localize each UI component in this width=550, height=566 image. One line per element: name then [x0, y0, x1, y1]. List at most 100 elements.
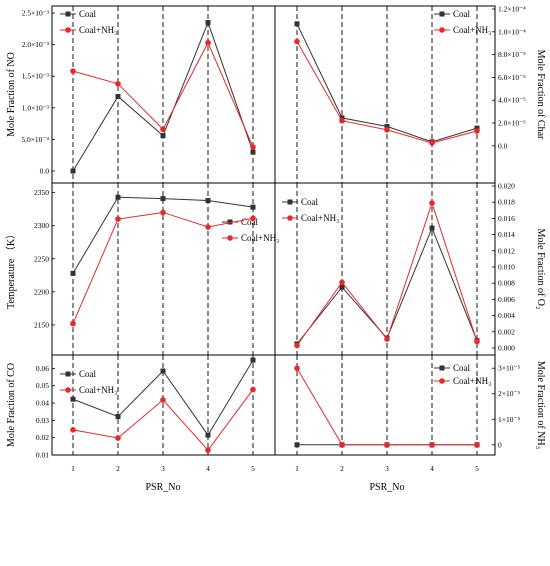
y-tick-label: 2.5×10⁻³ — [22, 9, 50, 18]
legend-marker — [439, 365, 445, 371]
data-point-coal-nh3 — [115, 216, 121, 222]
y-tick-label: 0.006 — [498, 295, 515, 304]
y-axis-label: Mole Fraction of Char — [535, 50, 546, 140]
y-tick-label: 2200 — [34, 287, 49, 296]
y-tick-label: 0.03 — [36, 416, 49, 425]
legend-entry-coal-nh3: Coal+NH₃ — [222, 233, 279, 243]
y-tick-label: 3×10⁻⁵ — [498, 364, 520, 373]
data-point-coal-nh3 — [384, 336, 390, 342]
legend-label: Coal — [79, 369, 96, 379]
panel-3: 2350 2300 2250 2200 2150 Temperature （K） Coal C… — [5, 188, 279, 329]
data-point-coal-nh3 — [115, 435, 121, 441]
data-point-coal-nh3 — [294, 38, 300, 45]
data-point-coal-nh3 — [70, 320, 76, 327]
data-point-coal-nh3 — [384, 127, 390, 133]
legend-marker — [65, 371, 71, 377]
data-point-coal-nh3 — [250, 215, 256, 222]
data-point-coal — [115, 93, 121, 99]
x-tick-left-3: 3 — [161, 464, 165, 473]
panel-4: 0.020 0.018 0.016 0.014 0.012 0.010 0.008 0.006… — [282, 182, 546, 352]
legend-marker — [287, 199, 293, 205]
data-point-coal — [474, 125, 480, 131]
y-tick-label: 0.020 — [498, 182, 515, 191]
data-point-coal-nh3 — [474, 338, 480, 345]
y-tick-label: 1.5×10⁻³ — [22, 72, 50, 81]
data-point-coal — [160, 196, 166, 202]
data-point-coal — [339, 115, 345, 121]
data-point-coal-nh3 — [205, 224, 211, 230]
data-point-coal-nh3 — [115, 81, 121, 87]
y-tick-label: 0.004 — [498, 311, 515, 320]
legend-marker — [65, 387, 71, 393]
legend-marker — [227, 235, 233, 241]
x-tick-right-2: 2 — [340, 464, 344, 473]
y-tick-label: 0 — [498, 440, 502, 449]
legend-label: Coal — [301, 197, 318, 207]
data-point-coal-nh3 — [429, 441, 435, 448]
legend-marker — [439, 27, 445, 33]
y-tick-label: 2300 — [34, 221, 49, 230]
legend-marker — [65, 11, 71, 17]
data-point-coal-nh3 — [205, 39, 211, 46]
y-tick-label: 0.014 — [498, 230, 515, 239]
data-point-coal-nh3 — [339, 279, 345, 286]
legend-label: Coal — [79, 9, 96, 19]
data-point-coal — [384, 123, 390, 129]
y-tick-label: 6.0×10⁻⁵ — [498, 73, 526, 82]
data-point-coal — [205, 19, 211, 25]
figure-frame — [51, 5, 496, 456]
data-point-coal — [294, 21, 300, 27]
data-point-coal-nh3 — [474, 441, 480, 448]
y-tick-label: 0.018 — [498, 198, 515, 207]
y-axis-label: Temperature （K） — [5, 229, 17, 309]
y-tick-label: 1×10⁻⁵ — [498, 415, 520, 424]
data-point-coal-nh3 — [70, 68, 76, 74]
legend-entry-coal-nh3: Coal+NH₃ — [434, 25, 491, 35]
series-line-coal — [296, 226, 478, 345]
legend-marker — [65, 27, 71, 33]
y-tick-label: 0.05 — [36, 381, 49, 390]
data-point-coal-nh3 — [339, 441, 345, 448]
y-tick-label: 4.0×10⁻⁵ — [498, 96, 526, 105]
data-point-coal-nh3 — [429, 200, 435, 206]
data-point-coal — [160, 368, 166, 374]
y-tick-label: 1.0×10⁻⁴ — [498, 27, 526, 36]
data-point-coal — [429, 225, 435, 231]
legend-entry-coal-nh3: Coal+NH₃ — [434, 376, 491, 386]
data-point-coal-nh3 — [160, 209, 166, 216]
data-point-coal-nh3 — [250, 386, 256, 393]
y-axis-label: Mole Fraction of CO — [6, 363, 17, 447]
data-point-coal-nh3 — [294, 365, 300, 372]
data-point-coal — [250, 204, 256, 210]
y-tick-label: 8.0×10⁻⁵ — [498, 50, 526, 59]
data-point-coal — [70, 168, 76, 174]
x-tick-left-4: 4 — [206, 464, 210, 473]
legend-entry-coal: Coal — [282, 197, 318, 207]
y-tick-label: 0.01 — [36, 451, 49, 460]
legend-marker — [227, 219, 233, 225]
data-point-coal-nh3 — [250, 144, 256, 150]
data-point-coal — [115, 194, 121, 200]
data-point-coal — [70, 270, 76, 276]
x-axis-label-left: PSR_No — [145, 482, 180, 493]
y-tick-label: 2150 — [34, 320, 49, 329]
y-tick-label: 0.04 — [36, 399, 49, 408]
legend-label: Coal+NH₃ — [301, 213, 339, 223]
y-tick-label: 0.06 — [36, 364, 49, 373]
y-tick-label: 2×10⁻⁵ — [498, 389, 520, 398]
legend-label: Coal+NH₃ — [453, 376, 491, 386]
x-tick-right-1: 1 — [295, 464, 299, 473]
panel-1: 2.5×10⁻³ 2.0×10⁻³ 1.5×10⁻³ 1.0×10⁻³ 5.0×10⁻⁴… — [6, 9, 256, 176]
data-point-coal — [205, 432, 211, 438]
x-tick-left-2: 2 — [116, 464, 120, 473]
data-point-coal-nh3 — [160, 126, 166, 133]
data-point-coal-nh3 — [474, 128, 480, 134]
y-tick-label: 0.012 — [498, 246, 515, 255]
data-point-coal — [160, 133, 166, 139]
x-tick-right-4: 4 — [430, 464, 434, 473]
y-tick-label: 2250 — [34, 254, 49, 263]
data-point-coal — [250, 357, 256, 363]
x-tick-left-5: 5 — [251, 464, 255, 473]
data-point-coal-nh3 — [339, 117, 345, 124]
data-point-coal-nh3 — [384, 441, 390, 448]
